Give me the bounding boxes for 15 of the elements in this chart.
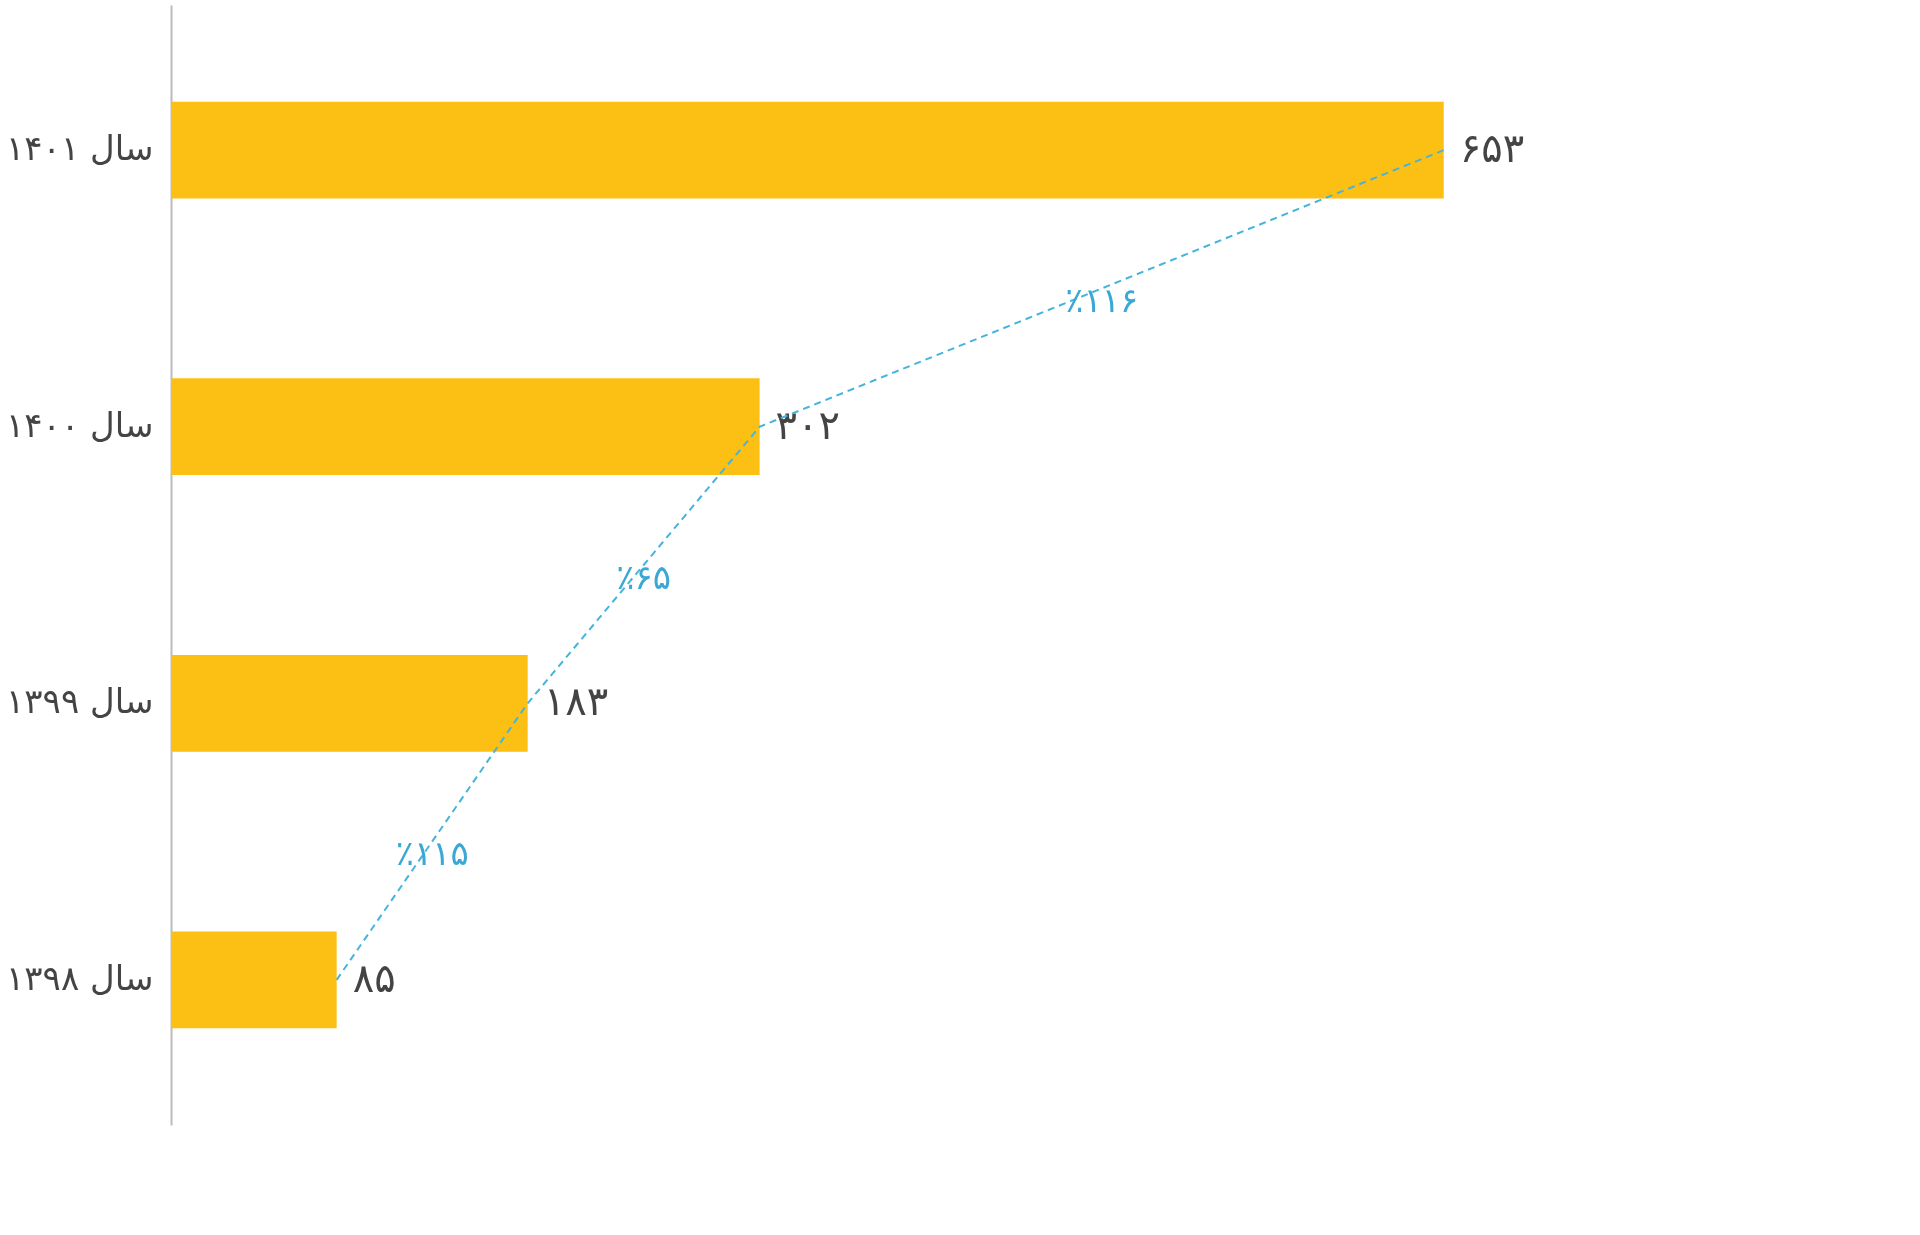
annotation: ٪۱۱۶ bbox=[1065, 280, 1139, 321]
bar bbox=[171, 654, 528, 752]
bar bbox=[171, 101, 1444, 199]
data-label: ۶۵۳ bbox=[1459, 125, 1525, 172]
y-tick-label: سال ۱۳۹۸ bbox=[6, 957, 154, 998]
data-label: ۳۰۲ bbox=[775, 401, 841, 448]
bar bbox=[171, 931, 337, 1029]
annotation: ٪۱۱۵ bbox=[395, 833, 469, 874]
annotation: ٪۶۵ bbox=[616, 556, 672, 597]
y-tick-label: سال ۱۴۰۰ bbox=[6, 404, 154, 445]
data-label: ۱۸۳ bbox=[543, 678, 609, 725]
y-tick-label: سال ۱۴۰۱ bbox=[6, 128, 154, 169]
bar bbox=[171, 378, 760, 476]
data-label: ۸۵ bbox=[352, 954, 396, 1001]
y-tick-label: سال ۱۳۹۹ bbox=[6, 681, 154, 722]
